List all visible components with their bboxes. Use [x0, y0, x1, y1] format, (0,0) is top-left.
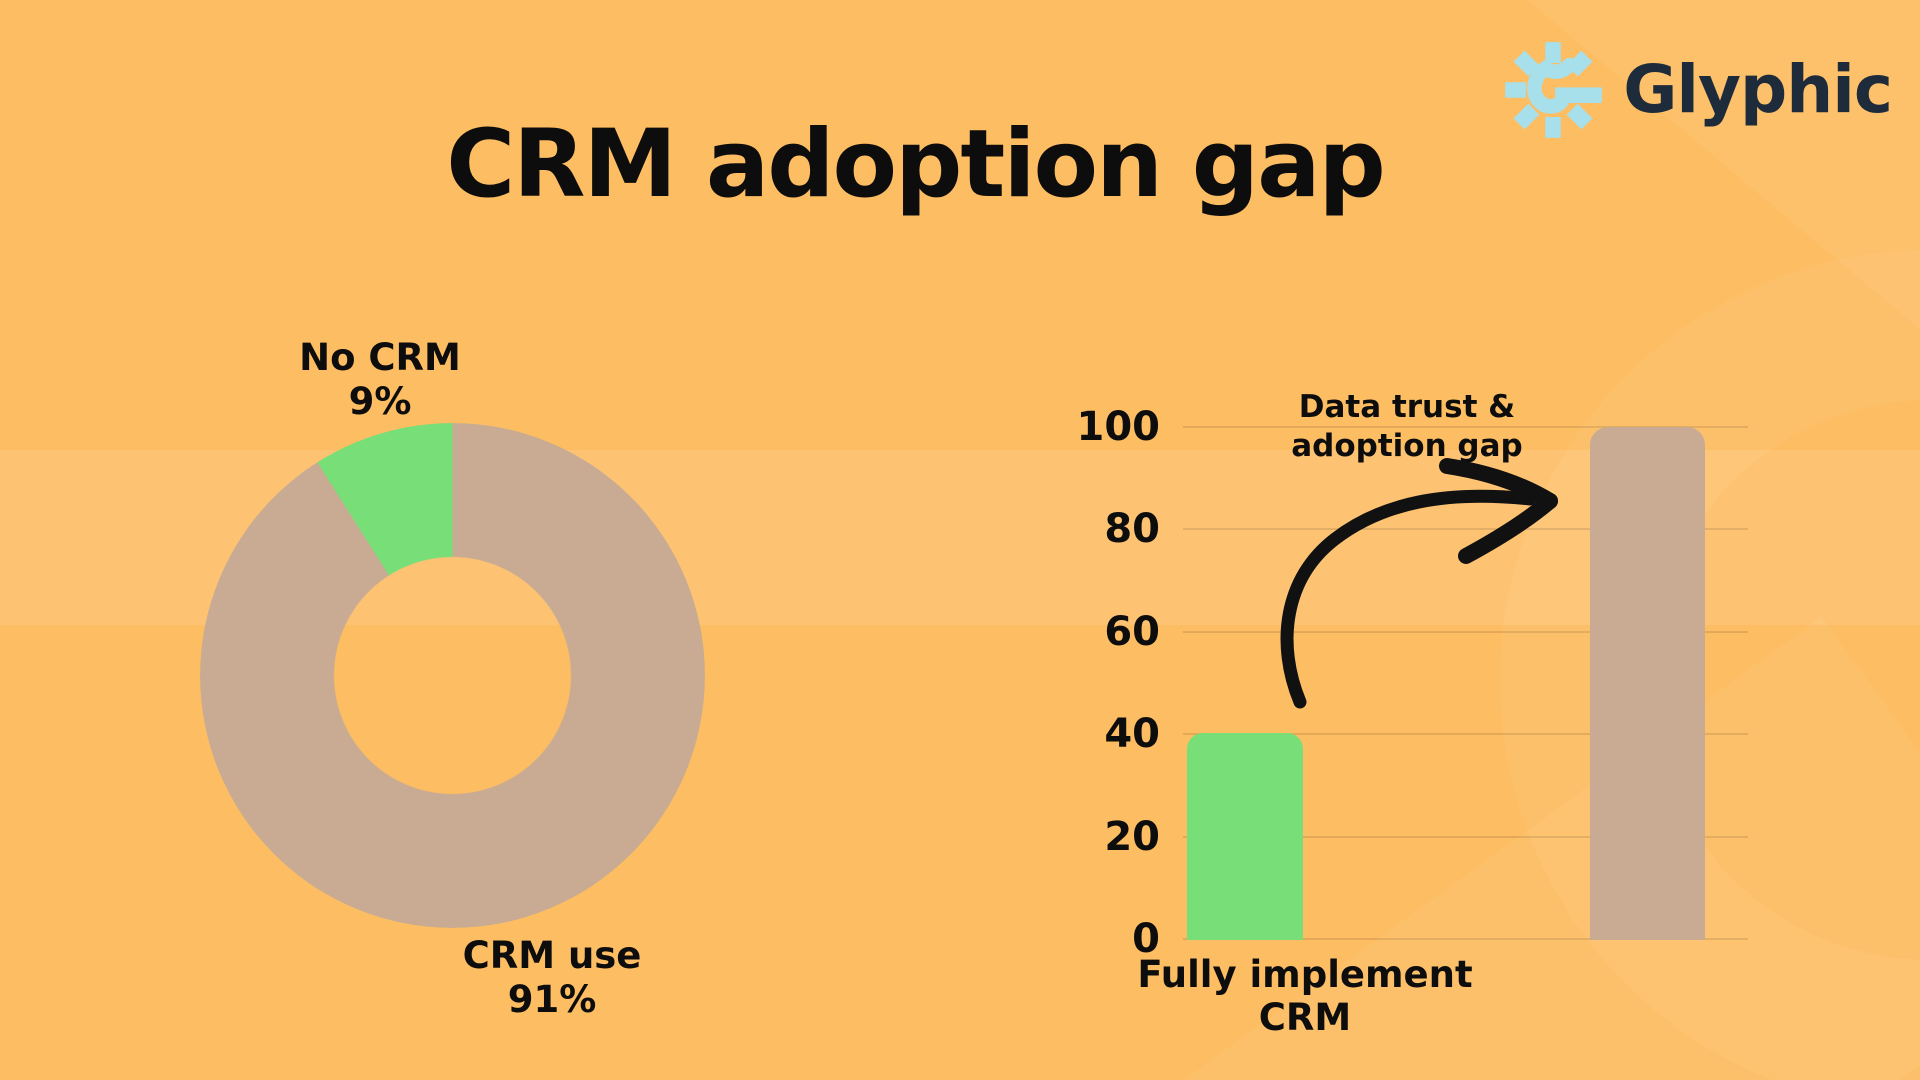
gridline-80: [1183, 528, 1748, 530]
annotation-data-trust-gap: Data trust & adoption gap: [1247, 388, 1567, 466]
y-tick-40: 40: [1104, 711, 1160, 757]
logo-wordmark: Glyphic: [1623, 51, 1893, 128]
y-tick-60: 60: [1104, 609, 1160, 655]
annotation-line1: Data trust &: [1298, 389, 1516, 425]
annotation-line2: adoption gap: [1291, 428, 1523, 465]
donut-label-no-crm: No CRM 9%: [230, 336, 530, 423]
donut-chart: [200, 423, 705, 928]
donut-slice-label: No CRM: [299, 336, 461, 379]
page-title: CRM adoption gap: [446, 110, 1386, 219]
gridline-0: [1183, 938, 1748, 940]
gridline-60: [1183, 631, 1748, 633]
donut-label-crm-use: CRM use 91%: [402, 934, 702, 1021]
y-tick-20: 20: [1104, 814, 1160, 860]
donut-slice-label: CRM use: [462, 934, 642, 977]
bar-fully-implement-crm: [1187, 733, 1303, 940]
y-tick-100: 100: [1076, 404, 1161, 450]
x-axis-label: Fully implement CRM: [1137, 953, 1473, 1039]
logo: Glyphic: [1501, 38, 1893, 142]
y-tick-80: 80: [1104, 506, 1160, 552]
bar-data-trust-adoption-gap: [1590, 427, 1705, 940]
glyphic-gear-icon: [1501, 38, 1605, 142]
gridline-20: [1183, 836, 1748, 838]
y-tick-0: 0: [1132, 916, 1160, 962]
curved-arrow-icon: [1240, 440, 1580, 720]
donut-slice-value: 91%: [507, 977, 597, 1021]
gridline-40: [1183, 733, 1748, 735]
donut-slice-value: 9%: [348, 379, 412, 423]
gridline-100: [1183, 426, 1748, 428]
